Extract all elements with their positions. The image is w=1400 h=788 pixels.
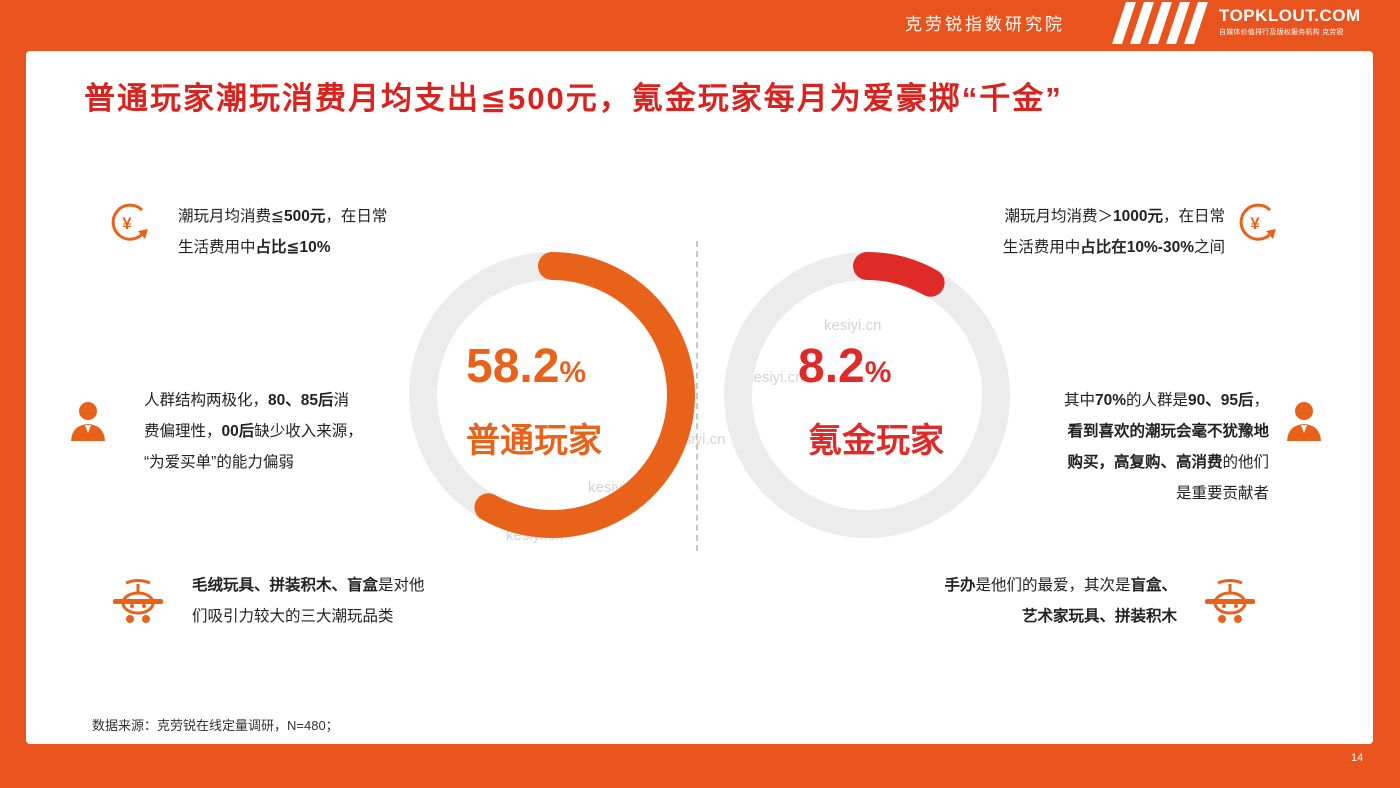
normal-player-label: 普通玩家 bbox=[466, 422, 602, 460]
krypton-spending-text: 潮玩月均消费＞1000元，在日常 生活费用中占比在10%-30%之间 bbox=[1002, 208, 1225, 256]
krypton-category-text: 手办是他们的最爱，其次是盲盒、 艺术家玩具、拼装积木 bbox=[944, 577, 1177, 625]
yuan-coin-icon: ¥ bbox=[111, 203, 148, 241]
normal-category-text: 毛绒玩具、拼装积木、盲盒是对他 们吸引力较大的三大潮玩品类 bbox=[192, 577, 425, 625]
yuan-coin-icon: ¥ bbox=[1239, 203, 1276, 241]
toy-plane-icon bbox=[1205, 579, 1255, 623]
donut-charts bbox=[409, 252, 1010, 538]
page-title: 普通玩家潮玩消费月均支出≦500元，氪金玩家每月为爱豪掷“千金” bbox=[84, 81, 1063, 116]
watermark: kesiyi.cn bbox=[746, 369, 804, 386]
normal-spending-text: 潮玩月均消费≦500元，在日常 生活费用中占比≦10% bbox=[178, 208, 388, 256]
krypton-demographic-text: 其中70%的人群是90、95后， 看到喜欢的潮玩会毫不犹豫地 购买，高复购、高消… bbox=[1063, 392, 1269, 502]
person-icon bbox=[1287, 402, 1321, 441]
toy-plane-icon bbox=[113, 579, 163, 623]
watermark: kesiyi.cn bbox=[824, 317, 882, 334]
krypton-player-label: 氪金玩家 bbox=[808, 422, 944, 460]
normal-player-unit: % bbox=[559, 356, 587, 389]
brand-logo: TOPKLOUT.COM bbox=[1219, 6, 1361, 25]
donut-track bbox=[724, 252, 1010, 538]
normal-demographic-text: 人群结构两极化，80、85后消 费偏理性，00后缺少收入来源， “为爱买单”的能… bbox=[144, 392, 363, 471]
top-bar: 克劳锐指数研究院 TOPKLOUT.COM 自媒体价值排行及版权服务机构 克劳锐 bbox=[0, 0, 1400, 50]
brand-subtitle: 自媒体价值排行及版权服务机构 克劳锐 bbox=[1219, 29, 1344, 36]
krypton-player-value: 8.2 bbox=[798, 340, 865, 393]
person-icon bbox=[71, 402, 105, 441]
krypton-player-unit: % bbox=[864, 356, 892, 389]
data-source: 数据来源：克劳锐在线定量调研，N=480； bbox=[92, 718, 339, 733]
center-divider bbox=[696, 241, 698, 551]
svg-text:¥: ¥ bbox=[1250, 214, 1260, 233]
institute-name: 克劳锐指数研究院 bbox=[905, 15, 1065, 34]
donut-slice-krypton-player bbox=[853, 252, 945, 297]
page-number: 14 bbox=[1351, 752, 1364, 764]
donut-slice-normal-player bbox=[474, 252, 695, 538]
normal-player-percentage: 58.2% bbox=[466, 339, 586, 394]
svg-text:¥: ¥ bbox=[122, 214, 132, 233]
normal-player-value: 58.2 bbox=[466, 340, 560, 393]
brand-stripes-icon bbox=[1112, 2, 1208, 44]
krypton-player-percentage: 8.2% bbox=[798, 339, 891, 394]
content-card: 普通玩家潮玩消费月均支出≦500元，氪金玩家每月为爱豪掷“千金” kesiyi.… bbox=[26, 51, 1373, 744]
